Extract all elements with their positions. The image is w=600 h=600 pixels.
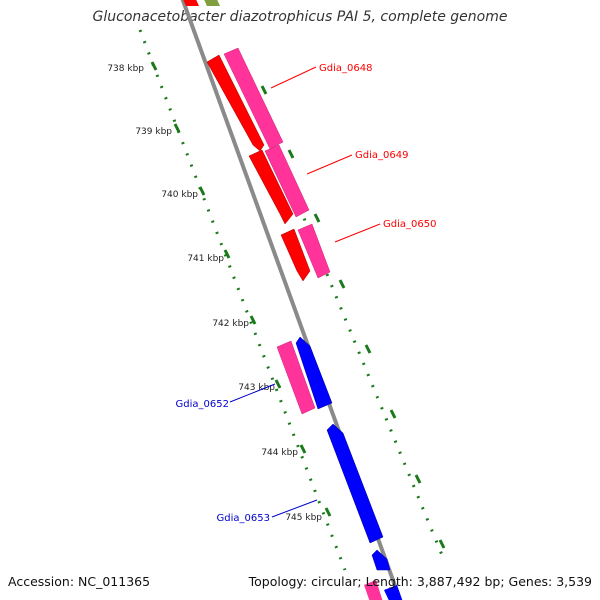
label-leader-line [271, 499, 318, 518]
tick-labels: 738 kbp 739 kbp 740 kbp 741 kbp 742 kbp … [107, 64, 322, 523]
page-title: Gluconacetobacter diazotrophicus PAI 5, … [92, 9, 508, 25]
gene-arrow-gdia-0652-forward[interactable] [276, 340, 316, 415]
gene-arrow-gdia-0650-reverse[interactable] [280, 228, 311, 282]
tick-label: 738 kbp [107, 64, 144, 74]
tick-label: 743 kbp [238, 383, 275, 393]
gene-arrow-gdia-0650-forward[interactable] [297, 223, 331, 279]
gene-label-gdia-0653[interactable]: Gdia_0653 [217, 513, 270, 524]
scale-track-left [138, 29, 347, 571]
tick-label: 739 kbp [135, 127, 172, 137]
gene-arrow-gdia-0648-forward[interactable] [223, 47, 284, 150]
gene-arrow[interactable] [202, 0, 220, 6]
topology-text: Topology: circular; Length: 3,887,492 bp… [248, 574, 592, 589]
label-leader-line [270, 66, 317, 89]
tick-marks [150, 61, 446, 549]
tick-label: 741 kbp [187, 254, 224, 264]
tick-label: 740 kbp [161, 190, 198, 200]
gene-arrow[interactable] [181, 0, 199, 6]
gene-label-gdia-0649[interactable]: Gdia_0649 [355, 150, 408, 161]
gene-arrow-gdia-0648-reverse[interactable] [206, 54, 265, 152]
label-leader-line [334, 223, 381, 243]
gene-arrow[interactable] [384, 585, 404, 600]
gene-label-gdia-0652[interactable]: Gdia_0652 [176, 399, 229, 410]
label-leader-line [306, 154, 353, 175]
tick-label: 742 kbp [212, 319, 249, 329]
tick-label: 745 kbp [285, 513, 322, 523]
gene-arrow-blue[interactable] [295, 336, 333, 410]
label-leader-line [229, 383, 276, 403]
gene-label-gdia-0650[interactable]: Gdia_0650 [383, 219, 436, 230]
gene-arrow-gdia-0653-reverse[interactable] [326, 423, 384, 544]
gene-arrow-blue[interactable] [371, 549, 391, 571]
gene-label-gdia-0648[interactable]: Gdia_0648 [319, 63, 372, 74]
accession-text: Accession: NC_011365 [8, 574, 151, 589]
gene-arrow-gdia-0649-forward[interactable] [264, 144, 310, 218]
gene-arrow[interactable] [364, 580, 384, 600]
tick-label: 744 kbp [261, 448, 298, 458]
scale-track-right [234, 51, 446, 561]
gene-arrow-gdia-0649-reverse[interactable] [248, 149, 294, 225]
